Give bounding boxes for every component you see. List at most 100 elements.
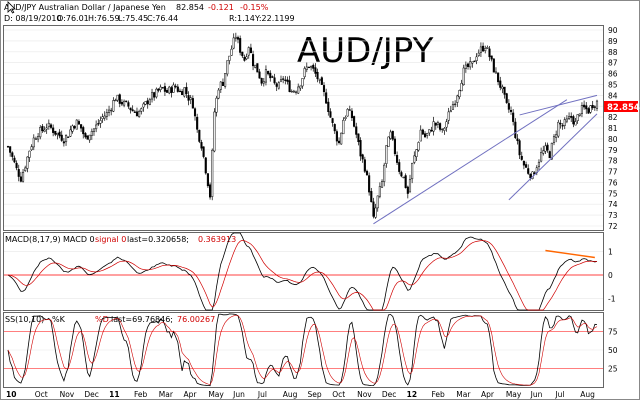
candle-body — [499, 80, 502, 88]
candle-body — [170, 87, 173, 93]
macd-tick-label: 1 — [608, 248, 613, 257]
candle-body — [131, 109, 134, 112]
candle-body — [71, 125, 74, 132]
candle-body — [196, 116, 199, 130]
price-tick-label: 85 — [608, 80, 618, 89]
candle-body — [80, 124, 83, 129]
candle-body — [267, 70, 270, 75]
candle-body — [314, 67, 317, 74]
price-tick-label: 81 — [608, 124, 618, 133]
candle-body — [475, 56, 478, 61]
candle-body — [318, 78, 321, 81]
candle-body — [112, 100, 115, 112]
candle-body — [84, 133, 87, 138]
candle-body — [211, 149, 214, 197]
header-high: H:76.59 — [88, 14, 120, 23]
candle-body — [191, 98, 194, 109]
candle-body — [120, 101, 123, 105]
candle-body — [11, 152, 14, 157]
candle-body — [176, 86, 179, 92]
candle-body — [337, 140, 341, 144]
candle-body — [153, 92, 156, 98]
candle-body — [432, 121, 435, 132]
price-tick-label: 89 — [608, 37, 618, 46]
candle-body — [497, 72, 500, 83]
candle-body — [372, 201, 375, 217]
candle-body — [417, 142, 420, 151]
candle-body — [288, 80, 291, 92]
candle-body — [101, 116, 104, 120]
candle-body — [303, 68, 306, 78]
candle-body — [129, 107, 132, 111]
price-tick-label: 80 — [608, 135, 618, 144]
candle-body — [9, 146, 12, 153]
time-tick-label: Apr — [481, 390, 495, 399]
candle-body — [346, 108, 349, 117]
candle-body — [353, 116, 356, 127]
candle-body — [155, 88, 158, 98]
candle-body — [563, 119, 566, 126]
candle-body — [49, 124, 53, 128]
candle-body — [77, 121, 80, 125]
price-grid — [4, 29, 603, 227]
macd-signal-line — [7, 239, 597, 311]
candle-body — [193, 108, 197, 117]
candle-body — [329, 111, 332, 118]
candle-body — [458, 90, 461, 98]
time-tick-label: Jun — [232, 390, 245, 399]
time-tick-label: Aug — [580, 390, 595, 399]
candle-body — [166, 90, 169, 93]
price-tick-label: 87 — [608, 59, 618, 68]
candle-body — [292, 90, 295, 93]
candle-body — [264, 69, 268, 83]
candle-body — [443, 127, 446, 131]
candlestick-series — [6, 32, 599, 219]
candle-body — [41, 125, 44, 131]
candle-body — [507, 103, 510, 110]
candle-body — [163, 86, 166, 92]
candle-body — [269, 72, 272, 79]
stochastic-last-value: last=69.76846; — [111, 315, 173, 324]
candle-body — [456, 95, 459, 103]
candle-body — [174, 85, 177, 88]
candle-body — [219, 81, 222, 90]
candle-body — [389, 131, 392, 139]
stochastic-d-last-value: 76.00267 — [177, 315, 215, 324]
candle-body — [60, 134, 63, 141]
macd-line — [7, 232, 598, 311]
stochastic-k-label: %K — [52, 315, 66, 324]
candle-body — [514, 121, 517, 138]
candle-body — [419, 129, 422, 142]
candle-body — [243, 56, 246, 61]
candle-body — [75, 119, 78, 130]
candle-body — [593, 106, 596, 108]
price-tick-label: 82 — [608, 113, 618, 122]
header-close: C:76.44 — [147, 14, 178, 23]
candle-body — [466, 63, 470, 67]
candle-body — [290, 90, 293, 93]
header-last-price: 82.854 — [176, 3, 204, 12]
candle-body — [15, 162, 18, 169]
candle-body — [221, 81, 225, 86]
candle-body — [135, 111, 139, 117]
macd-last-value: last=0.320658; — [127, 235, 189, 244]
time-tick-label: Nov — [60, 390, 75, 399]
time-tick-label: Jun — [530, 390, 543, 399]
candle-body — [325, 92, 328, 104]
candle-body — [542, 150, 545, 154]
candle-body — [546, 144, 549, 151]
candle-body — [565, 118, 568, 122]
price-tick-label: 74 — [608, 200, 618, 209]
candle-body — [202, 146, 205, 157]
candle-body — [552, 136, 556, 143]
candle-body — [236, 37, 240, 40]
macd-tick-label: 0 — [608, 271, 613, 280]
candle-body — [204, 157, 207, 174]
candle-body — [95, 124, 98, 130]
candle-body — [127, 102, 130, 107]
time-tick-label: Mar — [456, 390, 471, 399]
trendline — [373, 99, 568, 225]
stochastic-tick-label: 25 — [608, 365, 618, 374]
candle-body — [123, 100, 126, 106]
time-tick-label: Mar — [159, 390, 174, 399]
